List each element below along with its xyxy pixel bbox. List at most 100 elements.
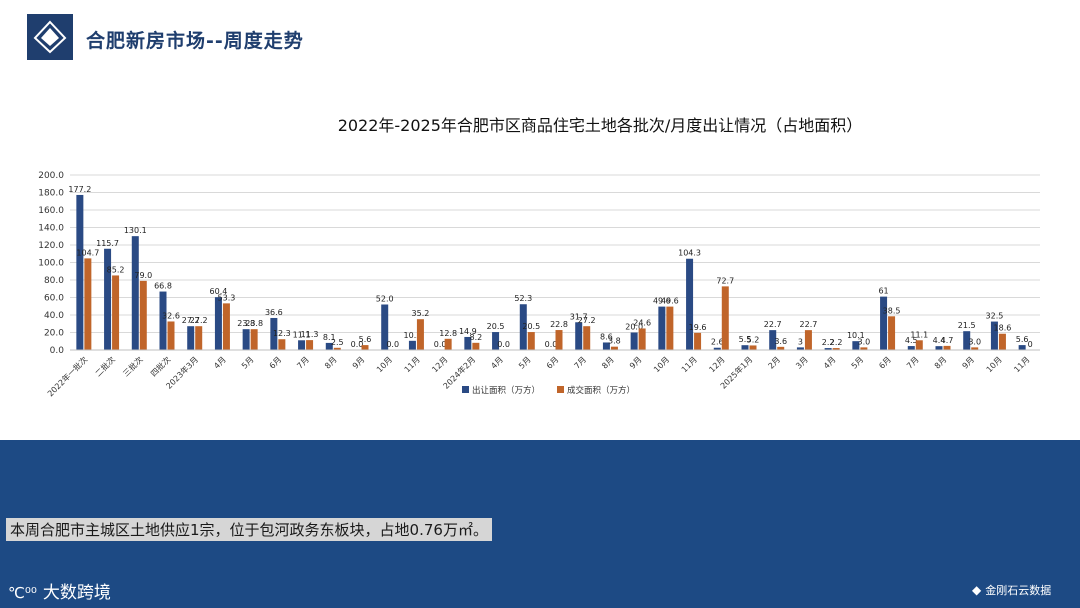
x-tick-label: 6月 [268,355,284,371]
bar-transferred [159,291,167,350]
bar-traded [666,306,674,350]
bar-transferred [270,317,278,350]
x-tick-label: 10月 [652,355,671,374]
x-tick-label: 7月 [573,355,589,371]
x-tick-label: 5月 [240,355,256,371]
data-label: 85.2 [107,265,125,274]
x-tick-label: 4月 [212,355,228,371]
bar-transferred [796,347,804,350]
x-tick-label: 10月 [985,355,1004,374]
y-tick-label: 80.0 [44,276,64,286]
data-label: 22.8 [550,320,568,329]
data-label: 4.5 [905,336,918,345]
data-label: 0.0 [351,340,364,349]
bar-traded [583,326,591,350]
x-tick-label: 11月 [1012,355,1031,374]
data-label: 5.6 [359,335,372,344]
x-tick-label: 12月 [430,355,449,374]
bar-transferred [686,258,694,350]
data-label: 104.3 [678,249,701,258]
bar-traded [694,332,702,350]
bar-traded [84,258,92,350]
data-label: 79.0 [134,271,152,280]
data-label: 60.4 [210,287,228,296]
data-label: 12.3 [273,329,291,338]
bar-transferred [852,341,860,350]
data-label: 72.7 [716,276,734,285]
data-label: 66.8 [154,282,172,291]
data-label: 4.4 [933,336,946,345]
x-tick-label: 2月 [767,355,783,371]
bar-traded [472,342,480,350]
bar-transferred [963,331,971,350]
x-tick-label: 6月 [545,355,561,371]
bar-transferred [741,345,749,350]
data-label: 3.0 [857,337,870,346]
bar-transferred [104,248,112,350]
legend-label: 成交面积（万方） [567,385,635,396]
data-label: 19.6 [689,323,707,332]
page-title: 合肥新房市场--周度走势 [86,30,304,52]
bar-transferred [575,322,583,350]
data-label: 12.8 [439,329,457,338]
data-label: 36.6 [265,308,283,317]
bar-transferred [187,326,195,350]
x-tick-label: 7月 [905,355,921,371]
data-label: 49.6 [661,297,679,306]
data-label: 8.2 [469,333,482,342]
bar-transferred [907,346,915,350]
data-label: 11.1 [910,330,928,339]
bar-transferred [464,336,472,350]
data-label: 8.6 [600,332,613,341]
data-label: 0.0 [545,340,558,349]
company-logo [27,14,73,60]
bar-traded [777,346,785,350]
x-tick-label: 9月 [961,355,977,371]
legend-swatch [462,386,469,393]
data-label: 35.2 [412,309,430,318]
bar-traded [555,330,563,350]
bar-traded [998,333,1006,350]
data-label: 24.6 [633,318,651,327]
data-label: 2.2 [830,338,843,347]
data-label: 5.5 [739,335,752,344]
data-label: 14.9 [459,327,477,336]
data-label: 5.2 [747,335,760,344]
data-label: 27.2 [182,316,200,325]
data-label: 3.0 [968,337,981,346]
data-label: 104.7 [76,248,99,257]
bar-transferred [214,297,222,350]
data-label: 2.5 [331,338,344,347]
data-label: 21.5 [958,321,976,330]
y-tick-label: 160.0 [38,206,64,216]
brand-left-text: 大数跨境 [42,583,111,603]
bar-traded [860,347,868,350]
data-label: 5.6 [1016,335,1029,344]
bar-traded [250,329,258,350]
data-label: 11.1 [293,330,311,339]
data-label: 20.5 [522,322,540,331]
brand-right: ◆ 金刚石云数据 [972,582,1051,598]
data-label: 53.3 [218,293,236,302]
bar-traded [416,319,424,350]
x-tick-label: 5月 [517,355,533,371]
data-label: 20.0 [625,323,643,332]
y-tick-label: 60.0 [44,294,64,304]
header: 合肥新房市场--周度走势 [0,0,1080,75]
x-tick-label: 3月 [794,355,810,371]
data-label: 10.5 [404,331,422,340]
bar-traded [721,286,729,350]
bar-traded [832,348,840,350]
data-label: 11.3 [301,330,319,339]
y-tick-label: 140.0 [38,224,64,234]
x-tick-label: 2022年一批次 [45,354,89,398]
bar-traded [527,332,535,350]
brand-left: ℃⁰⁰ 大数跨境 [8,578,111,603]
bar-traded [167,321,175,350]
bar-traded [915,340,923,350]
bar-transferred [880,296,888,350]
data-label: 27.2 [578,316,596,325]
x-tick-label: 6月 [877,355,893,371]
data-label: 0.0 [386,340,399,349]
data-label: 8.1 [323,333,336,342]
